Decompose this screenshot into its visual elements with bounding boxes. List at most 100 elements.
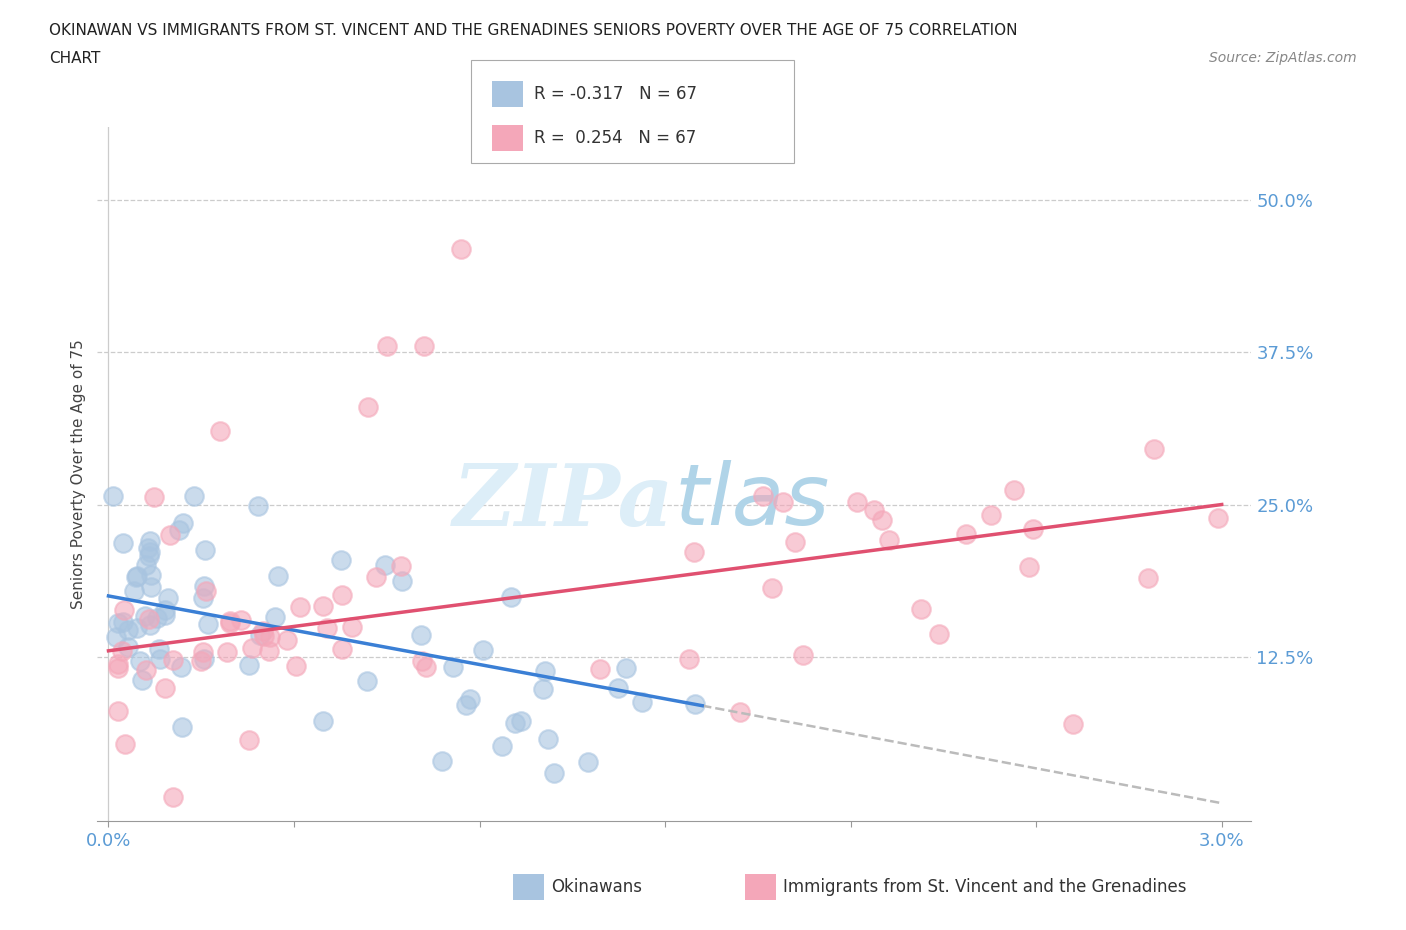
Point (543, 765, 565, 780)
Point (1018, 559, 1040, 574)
Point (193, 644, 215, 659)
Point (153, 607, 176, 622)
Point (128, 654, 150, 669)
Point (138, 545, 160, 560)
Point (499, 590, 522, 604)
Point (162, 790, 184, 804)
Point (340, 619, 363, 634)
Point (955, 526, 977, 541)
Point (183, 488, 205, 503)
Point (193, 652, 215, 667)
Point (194, 542, 217, 557)
Point (471, 643, 494, 658)
Point (870, 512, 893, 527)
Point (172, 720, 194, 735)
Point (124, 583, 146, 598)
Point (240, 641, 263, 656)
Point (131, 673, 153, 688)
Point (252, 623, 274, 638)
Text: Immigrants from St. Vincent and the Grenadines: Immigrants from St. Vincent and the Gren… (783, 878, 1187, 897)
Text: ZIPa: ZIPa (453, 460, 675, 544)
Point (257, 644, 280, 658)
Point (138, 534, 160, 549)
Point (114, 737, 136, 751)
Point (194, 583, 217, 598)
Point (172, 515, 194, 530)
Point (193, 578, 215, 593)
Point (412, 339, 434, 353)
Point (249, 628, 271, 643)
Point (111, 644, 134, 658)
Point (107, 657, 129, 671)
Point (148, 642, 170, 657)
Point (190, 654, 212, 669)
Point (135, 557, 157, 572)
Point (879, 532, 901, 547)
Point (139, 579, 162, 594)
Point (432, 753, 454, 768)
Point (366, 569, 388, 584)
Point (112, 603, 135, 618)
Point (980, 508, 1002, 523)
Point (208, 424, 231, 439)
Point (162, 653, 184, 668)
Point (682, 545, 704, 560)
Point (772, 495, 794, 510)
Point (356, 673, 378, 688)
Point (910, 602, 932, 617)
Point (252, 629, 274, 644)
Point (441, 659, 464, 674)
Point (155, 681, 177, 696)
Point (792, 647, 814, 662)
Point (138, 612, 160, 627)
Point (156, 591, 179, 605)
Point (752, 488, 775, 503)
Point (125, 620, 148, 635)
Point (728, 705, 751, 720)
Point (238, 732, 260, 747)
Point (863, 503, 886, 518)
Point (411, 653, 433, 668)
Point (607, 680, 630, 695)
Point (1142, 442, 1164, 457)
Point (112, 615, 135, 630)
Point (246, 498, 269, 513)
Point (238, 658, 260, 672)
Point (141, 567, 163, 582)
Point (290, 600, 312, 615)
Point (311, 599, 333, 614)
Point (143, 490, 166, 505)
Point (107, 616, 129, 631)
Point (576, 755, 599, 770)
Point (357, 400, 380, 415)
Point (450, 241, 472, 256)
Point (167, 523, 190, 538)
Point (135, 662, 157, 677)
Point (259, 630, 281, 644)
Text: R =  0.254   N = 67: R = 0.254 N = 67 (534, 128, 696, 147)
Point (285, 658, 308, 673)
Point (534, 663, 557, 678)
Point (1206, 511, 1229, 525)
Point (460, 692, 482, 707)
Y-axis label: Seniors Poverty Over the Age of 75: Seniors Poverty Over the Age of 75 (72, 339, 86, 609)
Point (330, 642, 353, 657)
Point (389, 559, 412, 574)
Point (267, 569, 290, 584)
Point (197, 617, 219, 631)
Point (1062, 716, 1084, 731)
Point (1022, 522, 1045, 537)
Point (191, 591, 214, 605)
Point (153, 603, 176, 618)
Point (134, 608, 156, 623)
Point (330, 588, 353, 603)
Point (136, 541, 159, 556)
Point (409, 628, 432, 643)
Point (219, 616, 242, 631)
Text: OKINAWAN VS IMMIGRANTS FROM ST. VINCENT AND THE GRENADINES SENIORS POVERTY OVER : OKINAWAN VS IMMIGRANTS FROM ST. VINCENT … (49, 23, 1018, 38)
Point (107, 703, 129, 718)
Point (374, 558, 396, 573)
Point (138, 549, 160, 564)
Point (231, 613, 253, 628)
Point (1136, 570, 1159, 585)
